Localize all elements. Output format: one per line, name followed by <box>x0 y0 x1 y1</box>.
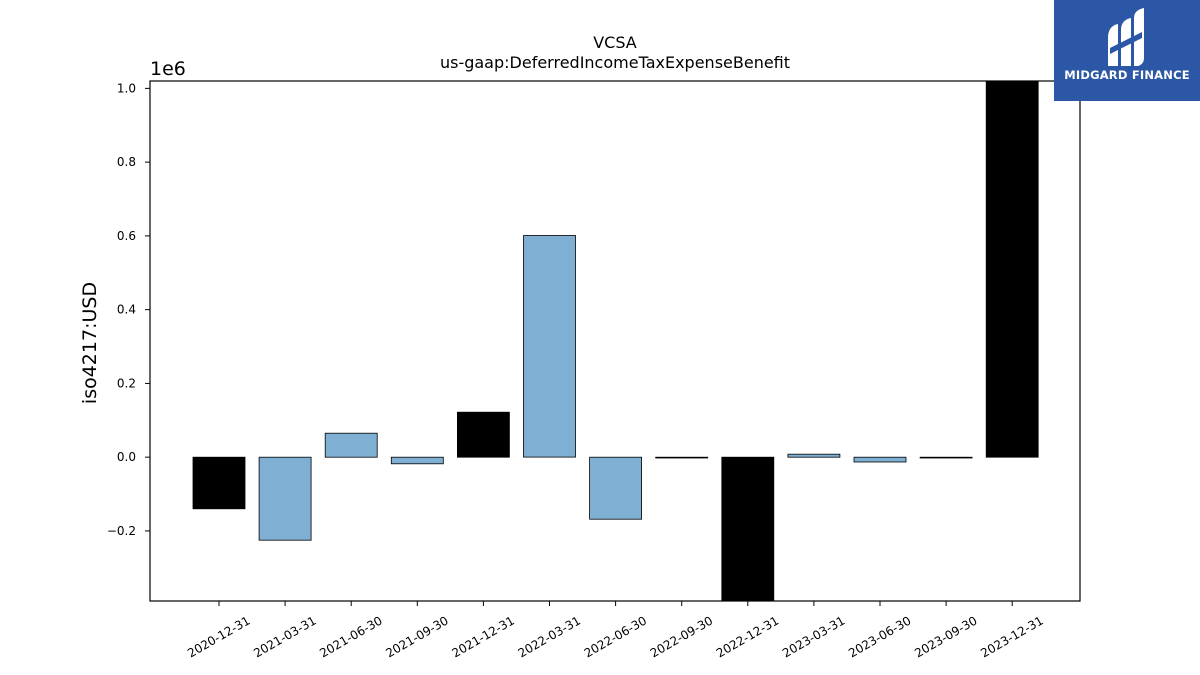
x-tick-label: 2022-03-31 <box>516 613 583 660</box>
x-tick-label: 2021-03-31 <box>251 613 318 660</box>
chart-title: VCSA <box>593 33 637 52</box>
x-tick-label: 2021-09-30 <box>383 613 450 660</box>
bar-2022-12-31 <box>721 456 775 602</box>
x-tick-label: 2022-06-30 <box>582 613 649 660</box>
brand-name: MIDGARD FINANCE <box>1064 68 1190 82</box>
bar-2023-06-30 <box>853 456 907 463</box>
x-tick-label: 2021-12-31 <box>449 613 516 660</box>
x-tick-label: 2020-12-31 <box>185 613 252 660</box>
bar-2022-09-30 <box>655 456 709 459</box>
y-tick-label: 0.0 <box>117 450 136 464</box>
y-tick-label: 0.2 <box>117 376 136 390</box>
bar-2021-09-30 <box>390 456 444 465</box>
x-tick-label: 2022-12-31 <box>714 613 781 660</box>
bar-2023-03-31 <box>787 453 841 458</box>
x-tick-label: 2023-12-31 <box>978 613 1045 660</box>
y-tick-label: −0.2 <box>107 524 136 538</box>
y-scale-label: 1e6 <box>150 58 186 80</box>
plot-frame <box>149 80 1081 602</box>
x-ticks-group: 2020-12-312021-03-312021-06-302021-09-30… <box>185 601 1046 660</box>
bar-2021-12-31 <box>456 411 510 458</box>
bar-2022-06-30 <box>589 456 642 520</box>
bar-2022-03-31 <box>523 235 576 458</box>
bar-2021-06-30 <box>324 432 378 458</box>
brand-logo: MIDGARD FINANCE <box>1054 0 1200 101</box>
bars-group <box>192 80 1039 602</box>
y-tick-label: 0.4 <box>117 303 136 317</box>
bar-2020-12-31 <box>192 456 246 510</box>
x-tick-label: 2023-09-30 <box>912 613 979 660</box>
chart-subtitle: us-gaap:DeferredIncomeTaxExpenseBenefit <box>440 53 790 72</box>
x-tick-label: 2023-03-31 <box>780 613 847 660</box>
y-tick-label: 1.0 <box>117 81 136 95</box>
x-tick-label: 2021-06-30 <box>317 613 384 660</box>
bar-2023-12-31 <box>985 80 1039 458</box>
y-axis-label: iso4217:USD <box>79 282 101 404</box>
bar-2023-09-30 <box>919 456 973 459</box>
midgard-logo-icon <box>1108 8 1144 66</box>
bar-2021-03-31 <box>258 456 312 541</box>
y-tick-label: 0.8 <box>117 155 136 169</box>
x-tick-label: 2022-09-30 <box>648 613 715 660</box>
y-tick-label: 0.6 <box>117 229 136 243</box>
x-tick-label: 2023-06-30 <box>846 613 913 660</box>
y-ticks-group: −0.2 0.0 0.2 0.4 0.6 0.8 1.0 <box>107 81 150 538</box>
